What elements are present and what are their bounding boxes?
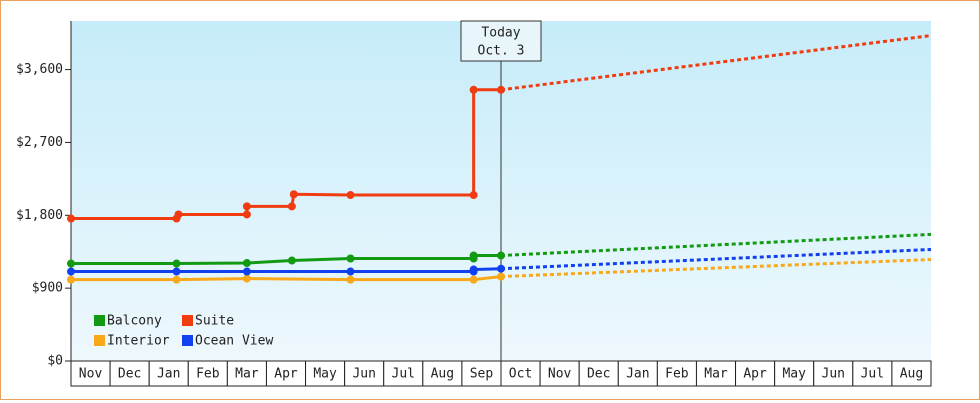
x-tick-label: Dec <box>118 367 141 382</box>
annotation: Oct. 3 <box>478 44 525 59</box>
month-box <box>383 360 424 387</box>
x-tick-label: Jan <box>157 367 180 382</box>
point <box>172 275 181 284</box>
point <box>469 85 478 94</box>
point <box>497 85 505 94</box>
x-tick-label: Apr <box>274 367 298 382</box>
point <box>67 259 75 268</box>
x-tick-label: Aug <box>900 367 923 382</box>
point <box>172 259 181 268</box>
point <box>242 259 251 268</box>
legend-swatch <box>182 315 193 326</box>
y-tick-label: $2,700 <box>16 135 63 150</box>
point <box>67 267 75 276</box>
point <box>174 210 183 219</box>
legend-label: Suite <box>195 314 234 329</box>
x-tick-label: Nov <box>548 367 572 382</box>
month-box <box>617 360 658 387</box>
forecast-line <box>500 247 932 271</box>
month-box <box>305 360 346 387</box>
month-box <box>852 360 893 387</box>
x-tick-label: Mar <box>704 367 728 382</box>
x-tick-label: Oct <box>509 367 532 382</box>
x-tick-label: Jun <box>352 367 375 382</box>
point <box>469 191 478 200</box>
point <box>469 265 478 274</box>
point <box>497 272 505 281</box>
month-box <box>695 360 737 387</box>
forecast-line <box>500 257 932 279</box>
point <box>346 191 355 200</box>
annotation: Today <box>481 26 520 41</box>
y-tick-label: $900 <box>32 281 63 296</box>
x-tick-label: Apr <box>743 367 767 382</box>
point <box>469 275 478 284</box>
legend-swatch <box>94 335 105 346</box>
month-box <box>265 360 307 387</box>
month-box <box>891 360 932 387</box>
point <box>287 256 296 265</box>
point <box>497 264 505 273</box>
legend-label: Balcony <box>107 314 162 329</box>
x-tick-label: Jul <box>861 367 884 382</box>
y-tick-label: $3,600 <box>16 62 63 77</box>
x-tick-label: Nov <box>79 367 103 382</box>
x-tick-label: Jun <box>822 367 845 382</box>
point <box>242 274 251 283</box>
x-tick-label: Jul <box>392 367 415 382</box>
point <box>67 214 75 223</box>
month-box <box>148 360 189 387</box>
month-box <box>461 360 502 387</box>
x-tick-label: May <box>313 367 337 382</box>
x-tick-label: Aug <box>431 367 454 382</box>
month-box <box>344 360 385 387</box>
month-box <box>187 360 228 387</box>
month-box <box>226 360 267 387</box>
point <box>289 190 298 199</box>
x-tick-label: Jan <box>626 367 649 382</box>
month-box <box>774 360 815 387</box>
series-line <box>71 275 502 282</box>
point <box>172 267 181 276</box>
legend-label: Ocean View <box>195 334 273 349</box>
x-tick-label: Feb <box>196 367 220 382</box>
month-box <box>109 360 150 387</box>
month-box <box>578 360 619 387</box>
forecast-line <box>500 232 932 258</box>
legend-swatch <box>94 315 105 326</box>
point <box>242 210 251 219</box>
point <box>287 202 296 211</box>
point <box>242 267 251 276</box>
month-box <box>422 360 463 387</box>
month-box <box>735 360 776 387</box>
x-tick-label: Feb <box>665 367 689 382</box>
point <box>469 251 478 260</box>
point <box>346 275 355 284</box>
today-box <box>460 20 542 62</box>
legend-swatch <box>182 335 193 346</box>
x-tick-label: May <box>782 367 806 382</box>
y-tick-label: $0 <box>47 354 63 369</box>
month-box <box>813 360 854 387</box>
point <box>346 254 355 263</box>
x-tick-label: Sep <box>470 367 494 382</box>
point <box>67 275 75 284</box>
forecast-line <box>500 34 932 92</box>
point <box>497 251 505 260</box>
x-tick-label: Dec <box>587 367 610 382</box>
legend-label: Interior <box>107 334 170 349</box>
x-tick-label: Mar <box>235 367 259 382</box>
point <box>242 202 251 211</box>
y-tick-label: $1,800 <box>16 208 63 223</box>
month-box <box>656 360 697 387</box>
point <box>346 267 355 276</box>
